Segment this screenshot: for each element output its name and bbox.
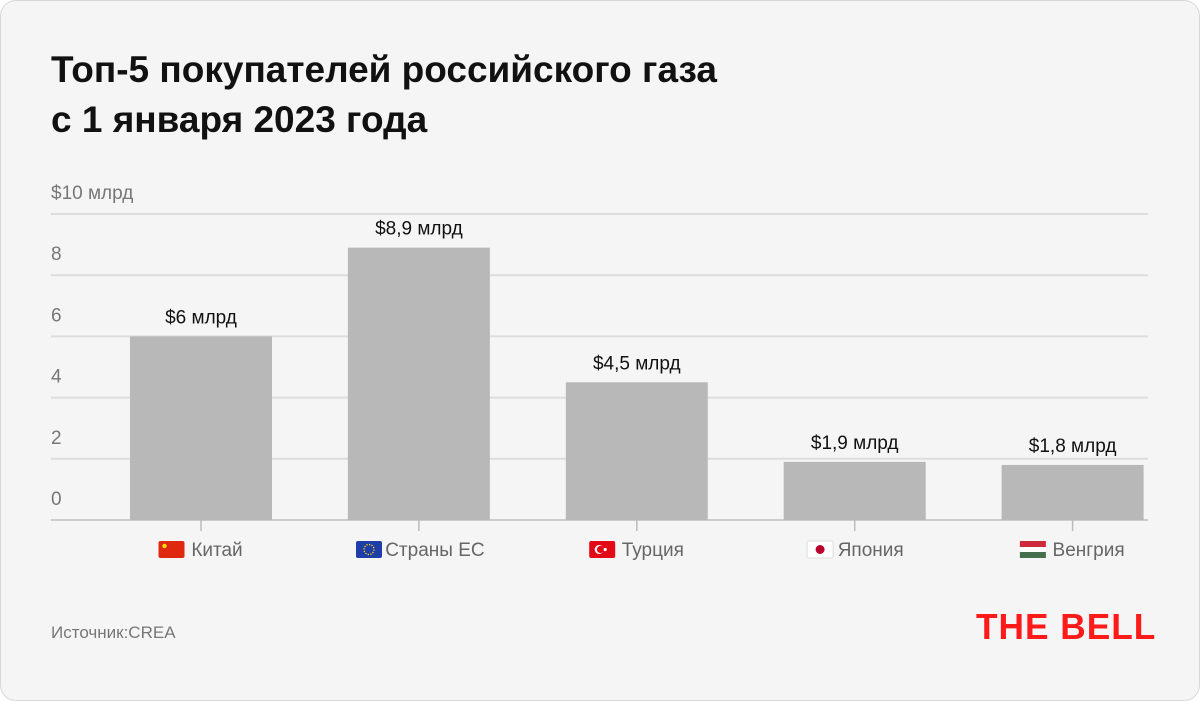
y-tick-label: 8 bbox=[51, 244, 62, 265]
bar-0 bbox=[130, 336, 272, 520]
data-label: $8,9 млрд bbox=[375, 219, 463, 240]
data-label: $1,9 млрд bbox=[811, 433, 899, 454]
x-tick-label: Страны ЕС bbox=[385, 540, 484, 561]
chart-title: Топ-5 покупателей российского газа с 1 я… bbox=[51, 45, 717, 145]
y-tick-label: 4 bbox=[51, 367, 62, 388]
y-tick-label: 6 bbox=[51, 305, 62, 326]
title-line-1: Топ-5 покупателей российского газа bbox=[51, 49, 717, 90]
bar-chart: 0 2 4 6 8 $10 млрд $6 млрд Китай $8,9 млрд Страны… bbox=[51, 183, 1148, 561]
y-tick-label: 2 bbox=[51, 428, 62, 449]
data-label: $6 млрд bbox=[165, 307, 237, 328]
svg-text:THE BELL.: THE BELL. bbox=[976, 607, 1156, 645]
source-note: Источник:CREA bbox=[51, 623, 176, 642]
y-tick-label: $10 млрд bbox=[51, 183, 133, 204]
title-line-2: с 1 января 2023 года bbox=[51, 99, 428, 140]
eu-flag-icon bbox=[356, 541, 382, 558]
y-tick-label: 0 bbox=[51, 489, 62, 510]
x-tick-label: Венгрия bbox=[1053, 540, 1125, 561]
x-tick-label: Китай bbox=[191, 540, 242, 561]
data-label: $4,5 млрд bbox=[593, 353, 681, 374]
bar-2 bbox=[565, 382, 708, 520]
turkey-flag-icon bbox=[589, 541, 616, 558]
data-label: $1,8 млрд bbox=[1029, 436, 1117, 457]
x-tick-label: Турция bbox=[622, 540, 684, 561]
japan-flag-icon bbox=[806, 540, 834, 559]
x-tick-label: Япония bbox=[838, 540, 904, 561]
hungary-flag-icon bbox=[1019, 541, 1046, 558]
bar-1 bbox=[347, 247, 490, 520]
the-bell-logo: THE BELL. bbox=[976, 607, 1156, 645]
bar-3 bbox=[783, 461, 926, 520]
china-flag-icon bbox=[158, 541, 185, 558]
bar-4 bbox=[1001, 464, 1144, 520]
